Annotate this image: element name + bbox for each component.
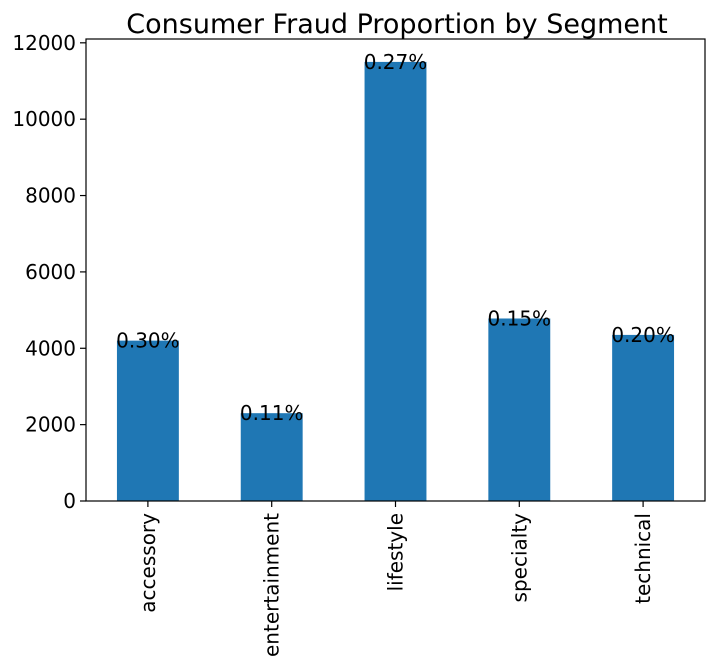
x-tick-label-technical: technical	[631, 513, 655, 604]
data-label-lifestyle: 0.27%	[364, 50, 428, 74]
y-tick-label: 2000	[25, 413, 76, 437]
x-tick-label-specialty: specialty	[507, 513, 531, 603]
y-tick-label: 8000	[25, 184, 76, 208]
data-label-entertainment: 0.11%	[240, 401, 304, 425]
data-labels-group: 0.30% 0.11% 0.27% 0.15% 0.20%	[116, 50, 675, 425]
y-tick-label: 12000	[12, 31, 76, 55]
y-axis: 0 2000 4000 6000 8000 10000 12000	[12, 31, 86, 513]
x-tick-label-lifestyle: lifestyle	[384, 513, 408, 591]
bar-lifestyle	[364, 61, 427, 502]
y-tick-label: 0	[63, 489, 76, 513]
bar-technical	[612, 334, 675, 501]
data-label-technical: 0.20%	[611, 323, 675, 347]
bar-accessory	[116, 340, 179, 501]
data-label-specialty: 0.15%	[488, 306, 552, 330]
bars-group	[116, 61, 675, 502]
x-tick-label-entertainment: entertainment	[260, 513, 284, 657]
chart-title: Consumer Fraud Proportion by Segment	[126, 9, 667, 40]
bar-specialty	[488, 318, 551, 501]
data-label-accessory: 0.30%	[116, 329, 180, 353]
x-axis: accessory entertainment lifestyle specialty…	[136, 501, 655, 657]
y-tick-label: 4000	[25, 336, 76, 360]
y-tick-label: 10000	[12, 107, 76, 131]
x-tick-label-accessory: accessory	[136, 513, 160, 613]
plot-frame	[85, 38, 706, 502]
bar-entertainment	[240, 413, 303, 501]
y-tick-label: 6000	[25, 260, 76, 284]
